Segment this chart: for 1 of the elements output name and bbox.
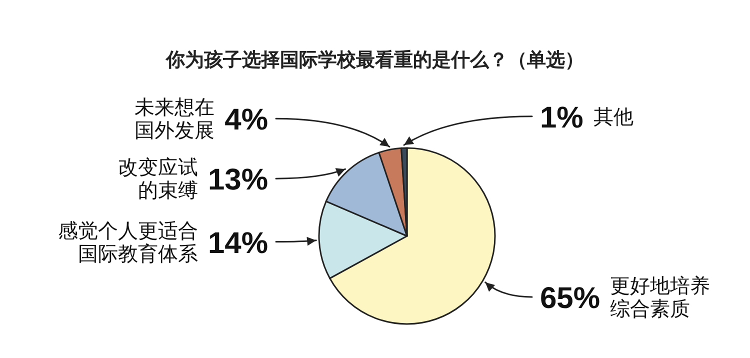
chart-title: 你为孩子选择国际学校最看重的是什么？（单选） bbox=[165, 49, 584, 71]
